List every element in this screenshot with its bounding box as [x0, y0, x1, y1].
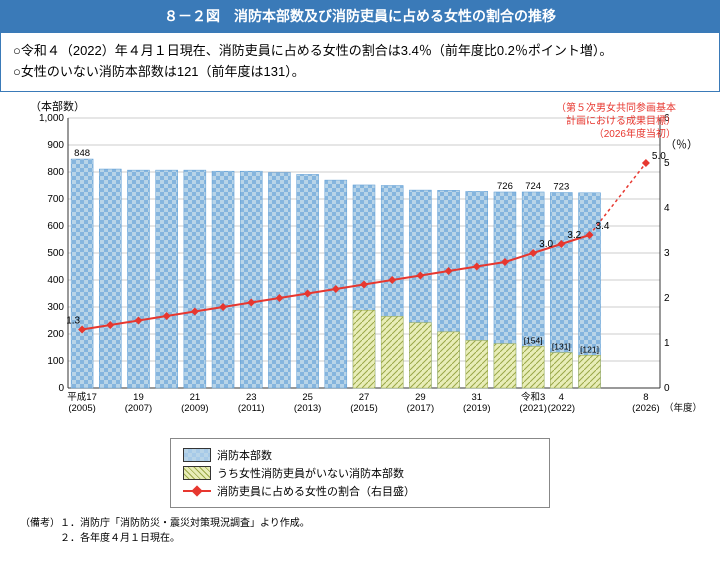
svg-text:800: 800 — [47, 167, 64, 178]
svg-text:[131]: [131] — [552, 341, 571, 351]
svg-text:2: 2 — [664, 293, 670, 304]
svg-text:[154]: [154] — [524, 335, 543, 345]
legend-item-1: 消防本部数 — [183, 447, 537, 463]
svg-text:平成17: 平成17 — [67, 391, 97, 403]
svg-text:(2009): (2009) — [181, 403, 208, 414]
svg-text:3.2: 3.2 — [567, 230, 581, 241]
summary-line-1: ○令和４（2022）年４月１日現在、消防吏員に占める女性の割合は3.4％（前年度… — [13, 41, 707, 62]
svg-text:3: 3 — [664, 248, 670, 259]
chart-area: （本部数） （％） （第５次男女共同参画基本 計画における成果目標） （2026… — [0, 92, 720, 434]
svg-text:500: 500 — [47, 248, 64, 259]
svg-text:8: 8 — [643, 392, 648, 403]
svg-text:0: 0 — [58, 383, 64, 394]
summary-line-2: ○女性のいない消防本部数は121（前年度は131）。 — [13, 62, 707, 83]
svg-text:23: 23 — [246, 392, 257, 403]
svg-text:700: 700 — [47, 194, 64, 205]
svg-text:29: 29 — [415, 392, 426, 403]
svg-text:200: 200 — [47, 329, 64, 340]
target-annotation: （第５次男女共同参画基本 計画における成果目標） （2026年度当初） — [556, 102, 676, 141]
svg-text:724: 724 — [525, 181, 541, 192]
svg-text:令和3: 令和3 — [521, 391, 545, 403]
svg-text:(2022): (2022) — [548, 403, 575, 414]
svg-text:（年度）: （年度） — [664, 402, 700, 414]
svg-text:(2026): (2026) — [632, 403, 659, 414]
svg-text:(2019): (2019) — [463, 403, 490, 414]
svg-text:300: 300 — [47, 302, 64, 313]
svg-text:(2011): (2011) — [238, 403, 265, 414]
svg-text:5.0: 5.0 — [652, 151, 666, 162]
legend-swatch-nowomen — [183, 466, 211, 480]
svg-text:4: 4 — [559, 392, 564, 403]
svg-text:21: 21 — [190, 392, 201, 403]
svg-text:(2017): (2017) — [407, 403, 434, 414]
legend-line-icon — [183, 484, 211, 498]
svg-text:19: 19 — [133, 392, 144, 403]
svg-text:4: 4 — [664, 203, 670, 214]
y-axis-left-label: （本部数） — [30, 98, 85, 114]
svg-text:1.3: 1.3 — [66, 315, 80, 326]
svg-text:1: 1 — [664, 338, 670, 349]
chart-svg: 01002003004005006007008009001,0000123456… — [20, 100, 700, 430]
figure-title: ８－２図 消防本部数及び消防吏員に占める女性の割合の推移 — [0, 0, 720, 32]
svg-text:400: 400 — [47, 275, 64, 286]
svg-text:1,000: 1,000 — [39, 113, 64, 124]
svg-text:3.0: 3.0 — [539, 239, 553, 250]
svg-text:848: 848 — [74, 148, 90, 159]
svg-text:726: 726 — [497, 181, 513, 192]
svg-text:900: 900 — [47, 140, 64, 151]
svg-text:(2005): (2005) — [68, 403, 95, 414]
svg-text:3.4: 3.4 — [596, 221, 610, 232]
svg-text:0: 0 — [664, 383, 670, 394]
summary-box: ○令和４（2022）年４月１日現在、消防吏員に占める女性の割合は3.4％（前年度… — [0, 32, 720, 92]
svg-text:(2007): (2007) — [125, 403, 152, 414]
legend-box: 消防本部数 うち女性消防吏員がいない消防本部数 消防吏員に占める女性の割合（右目… — [170, 438, 550, 508]
legend-item-3: 消防吏員に占める女性の割合（右目盛） — [183, 483, 537, 499]
svg-text:100: 100 — [47, 356, 64, 367]
svg-text:31: 31 — [471, 392, 482, 403]
svg-text:27: 27 — [359, 392, 370, 403]
svg-text:723: 723 — [553, 181, 569, 192]
svg-text:600: 600 — [47, 221, 64, 232]
svg-text:(2021): (2021) — [519, 403, 546, 414]
svg-text:(2015): (2015) — [350, 403, 377, 414]
legend-swatch-total — [183, 448, 211, 462]
svg-text:(2013): (2013) — [294, 403, 321, 414]
svg-text:[121]: [121] — [580, 344, 599, 354]
note-2: ２．各年度４月１日現在。 — [20, 531, 700, 546]
footnotes: （備考）１．消防庁「消防防災・震災対策現況調査」より作成。 ２．各年度４月１日現… — [0, 512, 720, 556]
note-1: （備考）１．消防庁「消防防災・震災対策現況調査」より作成。 — [20, 516, 700, 531]
legend-item-2: うち女性消防吏員がいない消防本部数 — [183, 465, 537, 481]
svg-text:25: 25 — [302, 392, 313, 403]
